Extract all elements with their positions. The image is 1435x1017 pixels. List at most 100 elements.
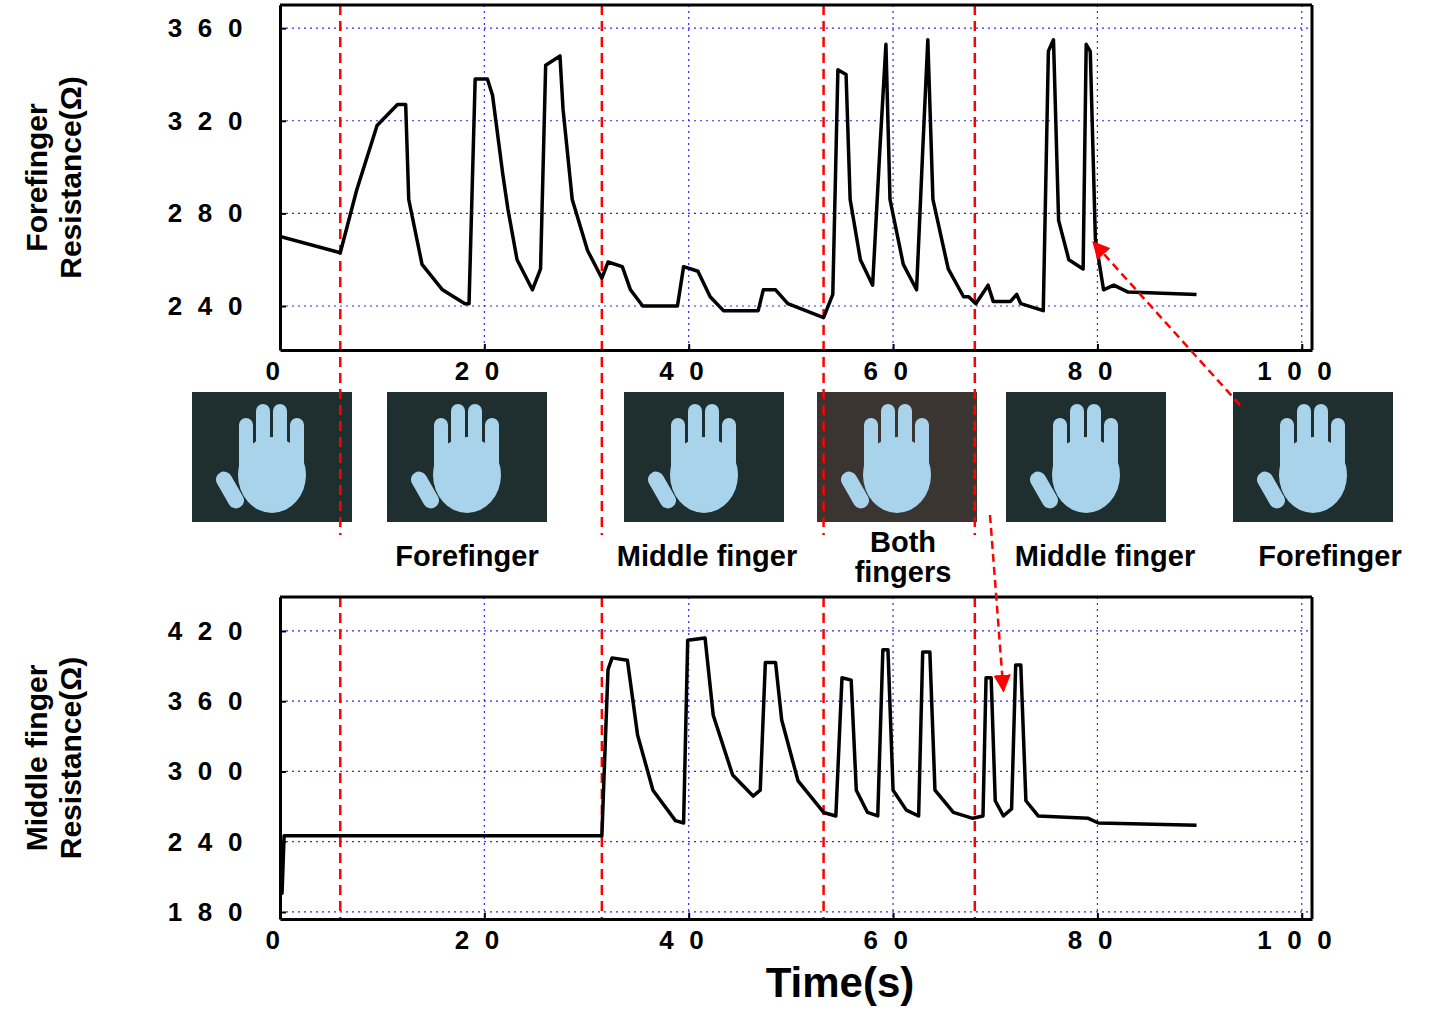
glove-finger <box>1053 418 1067 478</box>
grid-line <box>280 630 1312 631</box>
tick-mark <box>688 344 690 350</box>
grid-line <box>279 597 280 919</box>
photo-background <box>192 392 352 522</box>
tick: 60 <box>864 913 924 955</box>
glove-finger <box>705 404 719 464</box>
tick-mark <box>1097 913 1099 919</box>
frame <box>280 596 1312 599</box>
tick: 180 <box>168 897 286 927</box>
grid-line <box>1097 5 1098 350</box>
tick-label: 360 <box>168 686 258 716</box>
x-axis: 0 20 40 60 80 100 <box>265 344 1347 386</box>
glove-finger <box>434 418 448 478</box>
grid-line <box>280 120 1312 121</box>
photo-background <box>1233 392 1393 522</box>
tick: 40 <box>659 344 719 386</box>
tick: 100 <box>1257 913 1347 955</box>
glove-finger <box>1104 418 1118 478</box>
tick-label: 80 <box>1068 925 1128 955</box>
photo-caption: Middle finger <box>1015 540 1195 572</box>
resistance-line <box>280 40 1197 318</box>
tick-mark <box>280 701 286 703</box>
glove-finger <box>1280 418 1294 478</box>
tick-mark <box>280 28 286 30</box>
tick: 360 <box>168 686 286 716</box>
annotation-arrow <box>1093 242 1240 405</box>
grid-line <box>688 5 689 350</box>
photo-caption: Middle finger <box>617 540 797 572</box>
y-axis-title: ForefingerResistance(Ω) <box>20 76 87 278</box>
grid <box>280 597 1312 919</box>
tick-mark <box>280 344 282 350</box>
tick-mark <box>893 913 895 919</box>
photo <box>817 392 977 522</box>
event-line <box>974 597 977 919</box>
tick-mark <box>280 771 286 773</box>
tick-label: 0 <box>265 925 295 955</box>
glove-finger <box>1087 404 1101 464</box>
photo-background <box>624 392 784 522</box>
tick: 360 <box>168 13 286 43</box>
glove-finger <box>485 418 499 478</box>
frame <box>280 4 1312 7</box>
glove-finger <box>1070 404 1084 464</box>
grid-line <box>280 841 1312 842</box>
tick: 420 <box>168 616 286 646</box>
tick-mark <box>280 306 286 308</box>
tick: 60 <box>864 344 924 386</box>
tick-label: 0 <box>265 356 295 386</box>
grid-line <box>1097 597 1098 919</box>
tick: 20 <box>455 913 515 955</box>
resistance-line <box>280 638 1197 893</box>
tick: 0 <box>265 913 295 955</box>
photo-background <box>1006 392 1166 522</box>
axis-line <box>279 598 282 920</box>
tick-label: 60 <box>864 925 924 955</box>
panel: 240280320360020406080100ForefingerResist… <box>20 5 1347 535</box>
photo <box>387 392 547 522</box>
photo <box>1233 392 1393 522</box>
tick: 300 <box>168 756 286 786</box>
tick: 240 <box>168 827 286 857</box>
tick-mark <box>280 913 282 919</box>
photo <box>1006 392 1166 522</box>
annotation-arrow <box>990 515 1003 691</box>
tick-label: 20 <box>455 356 515 386</box>
event-line <box>601 597 604 919</box>
glove-finger <box>1297 404 1311 464</box>
tick: 80 <box>1068 344 1128 386</box>
event-lines <box>340 5 975 535</box>
event-line <box>974 5 977 535</box>
tick: 100 <box>1257 344 1347 386</box>
grid <box>280 5 1312 350</box>
photo <box>192 392 352 522</box>
tick-mark <box>280 630 286 632</box>
x-axis-title: Time(s) <box>766 959 915 1006</box>
photo-caption: Bothfingers <box>855 526 952 588</box>
event-line <box>822 5 825 535</box>
tick-label: 180 <box>168 897 258 927</box>
photo-caption: Forefinger <box>395 540 538 572</box>
glove-finger <box>468 404 482 464</box>
tick-label: 360 <box>168 13 258 43</box>
panel: 180240300360420020406080100Middle finger… <box>20 515 1347 1006</box>
tick: 80 <box>1068 913 1128 955</box>
tick-label: 60 <box>864 356 924 386</box>
tick-label: 40 <box>659 356 719 386</box>
glove-thumb <box>1254 469 1288 512</box>
tick: 280 <box>168 198 286 228</box>
grid-line <box>280 213 1312 214</box>
frame <box>1311 5 1314 350</box>
tick-label: 280 <box>168 198 258 228</box>
tick: 320 <box>168 106 286 136</box>
tick-label: 20 <box>455 925 515 955</box>
glove-thumb <box>645 469 679 512</box>
tick-label: 320 <box>168 106 258 136</box>
tick-label: 80 <box>1068 356 1128 386</box>
event-line <box>822 597 825 919</box>
glove-finger <box>239 418 253 478</box>
y-axis: 240280320360 <box>168 6 286 351</box>
axis-line <box>281 349 1313 352</box>
y-axis: 180 240 300 360 420 <box>168 598 286 927</box>
tick: 0 <box>265 344 295 386</box>
